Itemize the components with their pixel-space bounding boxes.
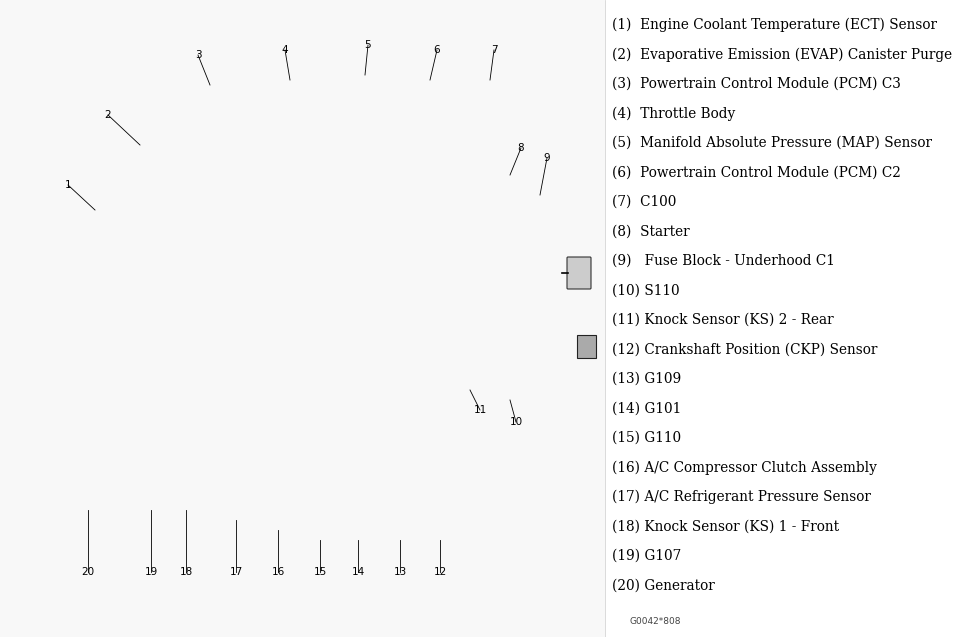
Text: 5: 5 xyxy=(364,40,371,50)
Text: (10) S110: (10) S110 xyxy=(611,283,678,297)
FancyBboxPatch shape xyxy=(577,334,596,357)
Text: 13: 13 xyxy=(393,567,407,577)
Text: (9)   Fuse Block - Underhood C1: (9) Fuse Block - Underhood C1 xyxy=(611,254,834,268)
Text: (16) A/C Compressor Clutch Assembly: (16) A/C Compressor Clutch Assembly xyxy=(611,461,876,475)
Text: 18: 18 xyxy=(179,567,192,577)
Text: (14) G101: (14) G101 xyxy=(611,401,680,415)
Text: 8: 8 xyxy=(517,143,524,153)
Text: 3: 3 xyxy=(194,50,201,60)
Text: (6)  Powertrain Control Module (PCM) C2: (6) Powertrain Control Module (PCM) C2 xyxy=(611,166,899,180)
Text: 20: 20 xyxy=(82,567,94,577)
Text: 12: 12 xyxy=(432,567,446,577)
Text: (17) A/C Refrigerant Pressure Sensor: (17) A/C Refrigerant Pressure Sensor xyxy=(611,490,870,505)
Text: 11: 11 xyxy=(473,405,486,415)
FancyBboxPatch shape xyxy=(566,257,590,289)
Text: (15) G110: (15) G110 xyxy=(611,431,680,445)
Text: (8)  Starter: (8) Starter xyxy=(611,224,689,238)
Text: (19) G107: (19) G107 xyxy=(611,549,680,563)
Text: 6: 6 xyxy=(433,45,440,55)
Text: (20) Generator: (20) Generator xyxy=(611,578,714,592)
Text: 4: 4 xyxy=(282,45,288,55)
Text: 16: 16 xyxy=(271,567,284,577)
Text: (2)  Evaporative Emission (EVAP) Canister Purge: (2) Evaporative Emission (EVAP) Canister… xyxy=(611,48,951,62)
Text: (5)  Manifold Absolute Pressure (MAP) Sensor: (5) Manifold Absolute Pressure (MAP) Sen… xyxy=(611,136,931,150)
Text: 10: 10 xyxy=(509,417,522,427)
Text: (11) Knock Sensor (KS) 2 - Rear: (11) Knock Sensor (KS) 2 - Rear xyxy=(611,313,833,327)
Text: 1: 1 xyxy=(64,180,71,190)
Text: 19: 19 xyxy=(144,567,158,577)
Text: 17: 17 xyxy=(229,567,242,577)
Text: 9: 9 xyxy=(543,153,550,163)
Text: (1)  Engine Coolant Temperature (ECT) Sensor: (1) Engine Coolant Temperature (ECT) Sen… xyxy=(611,18,936,32)
Text: 15: 15 xyxy=(313,567,327,577)
Text: (12) Crankshaft Position (CKP) Sensor: (12) Crankshaft Position (CKP) Sensor xyxy=(611,343,876,357)
Text: (4)  Throttle Body: (4) Throttle Body xyxy=(611,106,734,121)
Bar xyxy=(0,0,604,637)
Text: 14: 14 xyxy=(351,567,364,577)
Text: 2: 2 xyxy=(105,110,111,120)
Text: (13) G109: (13) G109 xyxy=(611,372,680,386)
Text: (7)  C100: (7) C100 xyxy=(611,195,676,209)
Text: (3)  Powertrain Control Module (PCM) C3: (3) Powertrain Control Module (PCM) C3 xyxy=(611,77,899,91)
Text: 7: 7 xyxy=(490,45,497,55)
Text: G0042*808: G0042*808 xyxy=(629,617,680,626)
Text: (18) Knock Sensor (KS) 1 - Front: (18) Knock Sensor (KS) 1 - Front xyxy=(611,520,838,534)
